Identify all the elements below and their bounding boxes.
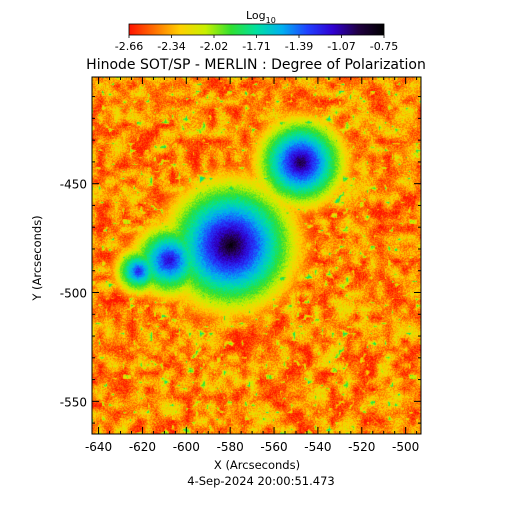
x-tick-label: -520: [348, 440, 375, 454]
x-tick-label: -640: [85, 440, 112, 454]
x-tick-label: -600: [173, 440, 200, 454]
polarization-map: [92, 77, 421, 434]
y-tick-label: -550: [60, 395, 87, 409]
colorbar-tick-label: -1.07: [327, 40, 355, 53]
x-tick-label: -500: [392, 440, 419, 454]
plot-axes: [91, 76, 422, 435]
colorbar-tick-label: -2.02: [200, 40, 228, 53]
colorbar-tick-label: -2.66: [115, 40, 143, 53]
colorbar: [128, 23, 385, 36]
y-axis-label: Y (Arcseconds): [30, 215, 44, 301]
colorbar-ticks: -2.66 -2.34 -2.02 -1.71 -1.39 -1.07 -0.75: [115, 35, 398, 53]
y-tick-label: -450: [60, 178, 87, 192]
x-tick-label: -560: [260, 440, 287, 454]
colorbar-tick-label: -0.75: [370, 40, 398, 53]
polarization-image: [92, 77, 421, 434]
colorbar-tick-label: -2.34: [157, 40, 185, 53]
timestamp: 4-Sep-2024 20:00:51.473: [187, 474, 334, 488]
plot-frame: [91, 76, 422, 435]
chart-title: Hinode SOT/SP - MERLIN : Degree of Polar…: [86, 57, 426, 73]
colorbar-label: Log10: [246, 9, 276, 25]
x-tick-label: -540: [304, 440, 331, 454]
x-axis-label: X (Arcseconds): [214, 458, 300, 472]
x-tick-label: -620: [129, 440, 156, 454]
x-tick-labels: -640 -620 -600 -580 -560 -540 -520 -500: [85, 440, 419, 454]
y-tick-label: -500: [60, 287, 87, 301]
colorbar-gradient: [128, 23, 385, 36]
colorbar-tick-label: -1.39: [285, 40, 313, 53]
y-tick-labels: -450 -500 -550: [60, 178, 87, 410]
colorbar-tick-label: -1.71: [242, 40, 270, 53]
x-tick-label: -580: [217, 440, 244, 454]
